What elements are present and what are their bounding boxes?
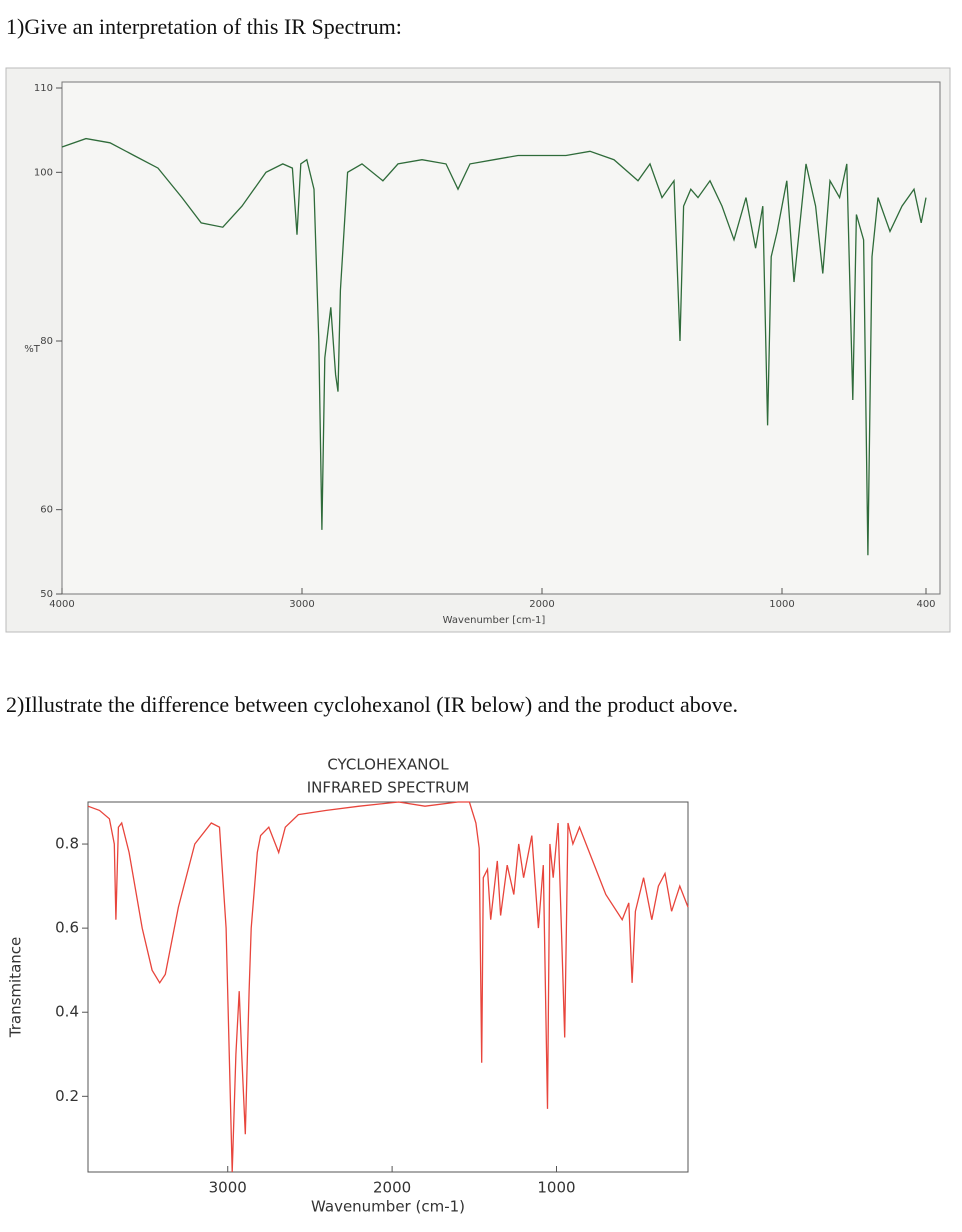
question: 1)Give an interpretation of this IR Spec…: [6, 14, 402, 39]
x-tick-label: 400: [916, 599, 935, 610]
y-tick-label: 0.4: [55, 1003, 79, 1021]
plot-area: [87, 801, 689, 1173]
x-axis-label: Wavenumber (cm-1): [311, 1198, 465, 1216]
spectrum-line: [87, 801, 689, 1173]
plot-area: [61, 81, 941, 595]
y-tick-label: 0.2: [55, 1087, 79, 1105]
y-tick-label: 0.8: [55, 835, 79, 853]
y-axis-label: %T: [24, 344, 41, 355]
x-tick-label: 3000: [289, 599, 314, 610]
y-tick-label: 50: [40, 589, 53, 600]
x-tick-label: 2000: [529, 599, 554, 610]
y-tick-label: 110: [34, 83, 53, 94]
x-tick-label: 1000: [769, 599, 794, 610]
chart-subtitle: INFRARED SPECTRUM: [307, 779, 470, 797]
y-tick-label: 80: [40, 336, 53, 347]
x-tick-label: 3000: [209, 1179, 247, 1197]
x-tick-label: 1000: [537, 1179, 575, 1197]
question: 2)Illustrate the difference between cycl…: [6, 692, 739, 717]
spectrum-line: [61, 137, 927, 556]
x-tick-label: 2000: [373, 1179, 411, 1197]
chart-title: CYCLOHEXANOL: [327, 756, 449, 774]
y-tick-label: 60: [40, 505, 53, 516]
x-axis-label: Wavenumber [cm-1]: [443, 615, 546, 626]
y-tick-label: 100: [34, 167, 53, 178]
x-tick-label: 4000: [49, 599, 74, 610]
y-tick-label: 0.6: [55, 919, 79, 937]
y-axis-label: Transmitance: [7, 937, 25, 1038]
